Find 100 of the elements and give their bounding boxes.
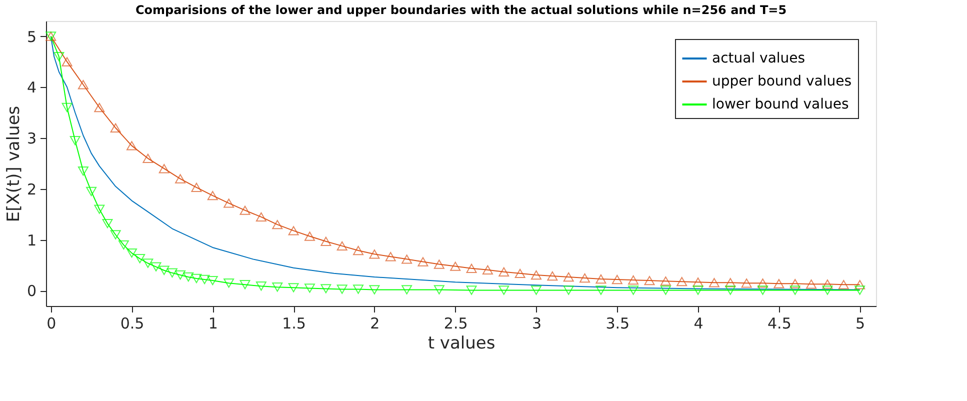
point xyxy=(224,198,234,208)
point xyxy=(102,218,113,228)
point xyxy=(450,262,461,271)
point xyxy=(110,123,121,132)
point xyxy=(150,262,162,272)
point xyxy=(708,278,720,288)
point xyxy=(320,236,332,246)
chart-title: Comparisions of the lower and upper boundaries with the actual solutions while n=256 and T=5 xyxy=(135,3,787,17)
point xyxy=(320,284,332,294)
x-tick-label: 2 xyxy=(370,314,380,332)
y-tick-label: 5 xyxy=(26,28,36,46)
point xyxy=(563,286,574,295)
point xyxy=(304,232,315,241)
point xyxy=(78,80,88,90)
point xyxy=(596,286,606,295)
point xyxy=(142,258,154,268)
point xyxy=(838,280,849,290)
point xyxy=(78,166,88,176)
y-tick-label: 2 xyxy=(26,180,36,198)
point xyxy=(434,260,444,269)
point xyxy=(175,270,186,280)
x-tick-label: 2.5 xyxy=(444,314,468,332)
point xyxy=(207,276,218,286)
point xyxy=(118,240,129,250)
point xyxy=(224,278,234,288)
point xyxy=(612,274,622,284)
point xyxy=(158,266,170,275)
x-tick-label: 4 xyxy=(694,314,704,332)
y-tick-label: 0 xyxy=(26,282,36,300)
point xyxy=(514,268,526,278)
x-tick-label: 5 xyxy=(856,314,866,332)
point xyxy=(86,186,97,196)
point xyxy=(466,286,477,295)
point xyxy=(758,286,768,295)
point xyxy=(580,273,590,283)
point xyxy=(126,248,137,258)
x-tick-label: 3.5 xyxy=(606,314,630,332)
point xyxy=(199,274,210,284)
point xyxy=(256,282,266,291)
x-tick-label: 3 xyxy=(532,314,542,332)
point xyxy=(725,278,736,288)
point xyxy=(336,284,348,294)
y-tick-label: 4 xyxy=(26,78,36,97)
point xyxy=(482,265,493,274)
point xyxy=(402,285,412,294)
point xyxy=(774,279,784,288)
point xyxy=(94,102,105,112)
x-tick-label: 1.5 xyxy=(282,314,306,332)
x-tick-label: 0.5 xyxy=(120,314,144,332)
point xyxy=(822,280,833,289)
point xyxy=(402,254,412,264)
point xyxy=(692,286,704,295)
point xyxy=(166,268,178,278)
point xyxy=(628,275,639,285)
y-tick-label: 3 xyxy=(26,130,36,148)
point xyxy=(369,285,380,294)
legend-label: actual values xyxy=(712,50,806,66)
point xyxy=(660,286,671,295)
point xyxy=(660,276,671,286)
point xyxy=(530,286,542,295)
point xyxy=(854,286,866,295)
point xyxy=(240,280,250,290)
point xyxy=(336,241,348,251)
y-axis-title: E[X(t)] values xyxy=(4,106,24,222)
x-tick-label: 1 xyxy=(208,314,218,332)
point xyxy=(725,286,736,295)
point xyxy=(288,283,299,292)
legend-label: upper bound values xyxy=(712,74,852,90)
legend-label: lower bound values xyxy=(712,96,849,112)
point xyxy=(70,136,80,146)
point xyxy=(175,174,186,184)
point xyxy=(385,252,396,262)
point xyxy=(644,276,655,286)
point xyxy=(191,182,202,192)
point xyxy=(142,154,154,164)
point xyxy=(304,284,315,293)
point xyxy=(854,280,866,290)
point xyxy=(790,286,800,295)
point xyxy=(741,278,752,288)
point xyxy=(498,267,510,277)
point xyxy=(158,164,170,174)
point xyxy=(110,230,121,240)
point xyxy=(62,102,72,112)
point xyxy=(94,204,105,214)
point xyxy=(272,220,283,230)
point xyxy=(62,57,72,66)
point xyxy=(758,278,768,288)
point xyxy=(256,212,266,222)
x-tick-label: 0 xyxy=(46,314,56,332)
point xyxy=(369,249,380,259)
point xyxy=(54,52,64,62)
point xyxy=(790,279,800,288)
point xyxy=(418,257,428,266)
point xyxy=(207,190,218,200)
point xyxy=(530,270,542,280)
point xyxy=(272,282,283,292)
point xyxy=(806,280,817,289)
point xyxy=(240,206,250,215)
point xyxy=(134,254,146,264)
point xyxy=(547,271,558,281)
